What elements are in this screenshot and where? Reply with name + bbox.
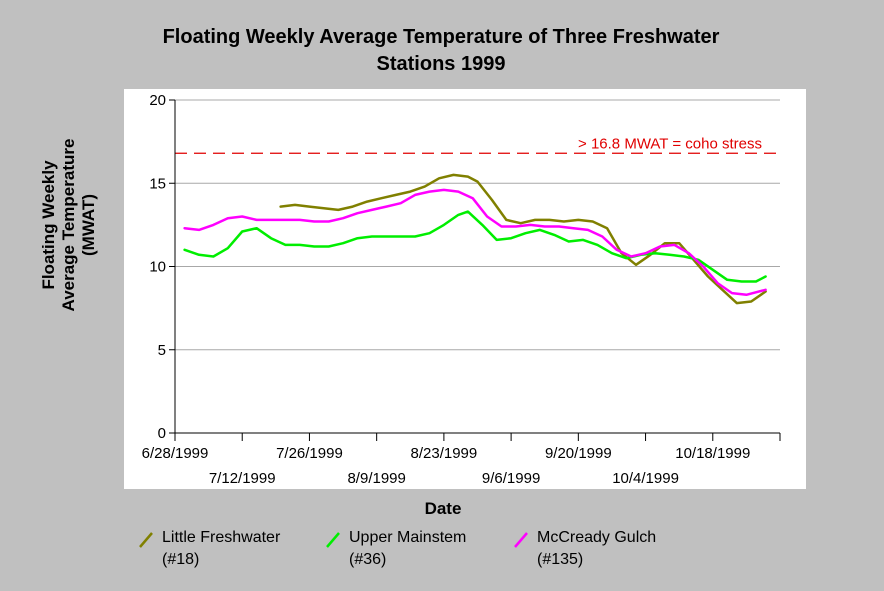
x-axis-title: Date bbox=[425, 499, 462, 518]
x-tick-label: 7/12/1999 bbox=[209, 470, 276, 487]
y-tick-label: 10 bbox=[149, 259, 166, 276]
series-layer bbox=[183, 173, 767, 305]
x-tick-label: 7/26/1999 bbox=[276, 445, 343, 462]
y-tick-label: 0 bbox=[158, 425, 166, 442]
chart-title-line-1: Floating Weekly Average Temperature of T… bbox=[163, 26, 720, 48]
legend-label-1: Upper Mainstem bbox=[349, 529, 466, 546]
legend-label-2: McCready Gulch bbox=[537, 529, 656, 546]
series-line-0 bbox=[279, 173, 767, 305]
legend-code-0: (#18) bbox=[162, 551, 199, 568]
x-tick-label: 8/23/1999 bbox=[411, 445, 478, 462]
y-axis-title-line-3: (MWAT) bbox=[79, 194, 98, 256]
y-tick-label: 5 bbox=[158, 342, 166, 359]
legend-code-1: (#36) bbox=[349, 551, 386, 568]
plot-background bbox=[124, 89, 806, 489]
x-tick-label: 6/28/1999 bbox=[142, 445, 209, 462]
x-tick-label: 10/18/1999 bbox=[675, 445, 750, 462]
legend: Little Freshwater (#18) Upper Mainstem (#36… bbox=[139, 529, 656, 568]
legend-label-0: Little Freshwater bbox=[162, 529, 281, 546]
chart-title-line-2: Stations 1999 bbox=[377, 53, 506, 75]
legend-swatch-2 bbox=[514, 532, 528, 548]
series-line-2 bbox=[183, 188, 767, 297]
threshold-group: > 16.8 MWAT = coho stress bbox=[175, 135, 780, 154]
series-line-1 bbox=[183, 210, 767, 283]
threshold-label: > 16.8 MWAT = coho stress bbox=[578, 135, 762, 152]
legend-swatch-1 bbox=[326, 532, 340, 548]
legend-swatch-0 bbox=[139, 532, 153, 548]
y-axis-title-line-2: Average Temperature bbox=[59, 139, 78, 312]
y-ticks: 0 5 10 15 20 bbox=[149, 92, 175, 442]
y-axis-title: Floating Weekly Average Temperature (MWA… bbox=[39, 139, 98, 312]
y-tick-label: 20 bbox=[149, 92, 166, 109]
x-tick-label: 10/4/1999 bbox=[612, 470, 679, 487]
x-tick-label: 8/9/1999 bbox=[347, 470, 405, 487]
legend-code-2: (#135) bbox=[537, 551, 583, 568]
x-tick-label: 9/20/1999 bbox=[545, 445, 612, 462]
y-tick-label: 15 bbox=[149, 175, 166, 192]
y-axis-title-line-1: Floating Weekly bbox=[39, 160, 58, 290]
x-tick-label: 9/6/1999 bbox=[482, 470, 540, 487]
